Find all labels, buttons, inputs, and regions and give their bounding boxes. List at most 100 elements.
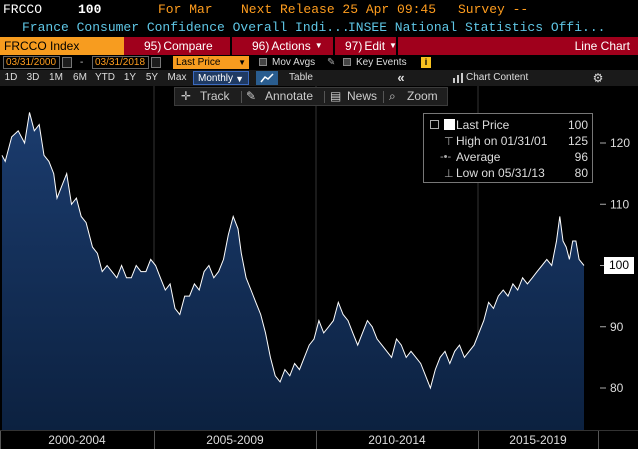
bar-chart-icon: [453, 73, 463, 83]
info-icon-text: i: [424, 57, 428, 67]
period-1d[interactable]: 1D: [4, 72, 18, 83]
chart-type-button[interactable]: Line Chart: [397, 37, 638, 55]
chevron-down-icon: ▼: [314, 41, 323, 50]
pencil-icon[interactable]: ✎: [246, 89, 257, 103]
period-5y[interactable]: 5Y: [145, 72, 159, 83]
info-icon[interactable]: i: [421, 57, 431, 68]
x-divider: [316, 431, 317, 449]
compare-label: Compare: [163, 39, 213, 53]
track-button[interactable]: Track: [200, 89, 230, 103]
price-line: [1, 112, 585, 390]
legend-high-label: High on 01/31/01: [456, 134, 548, 148]
table-button[interactable]: Table: [289, 72, 313, 83]
legend-last-price-value: 100: [567, 118, 588, 132]
chevron-down-icon: ▼: [389, 41, 397, 50]
range-bar: 03/31/2000 - 03/31/2018 Last Price ▼ Mov …: [0, 55, 638, 70]
end-date-input[interactable]: 03/31/2018: [92, 56, 149, 69]
annotate-button[interactable]: Annotate: [265, 89, 314, 103]
compare-button[interactable]: 95) Compare: [124, 37, 230, 55]
actions-button[interactable]: 96) Actions ▼: [231, 37, 333, 55]
legend-average-label: Average: [456, 150, 501, 164]
period-1y[interactable]: 1Y: [123, 72, 137, 83]
chart-view-icon[interactable]: [256, 71, 278, 85]
x-divider: [0, 431, 1, 449]
x-label-2000-2004: 2000-2004: [48, 433, 106, 447]
actions-label: Actions: [271, 39, 311, 53]
mov-avgs-label: Mov Avgs: [272, 57, 316, 68]
pencil-icon[interactable]: ✎: [327, 57, 336, 68]
x-divider: [598, 431, 599, 449]
for-period: For Mar: [158, 2, 213, 17]
magnifier-icon[interactable]: ⌕: [389, 89, 396, 103]
average-marker-icon: -•-: [440, 151, 452, 163]
period-ytd[interactable]: YTD: [95, 72, 115, 83]
x-divider: [154, 431, 155, 449]
y-axis-labels: 80 90 110 120: [600, 136, 630, 395]
field-select[interactable]: Last Price ▼: [173, 56, 249, 69]
divider: [383, 91, 384, 103]
period-6m[interactable]: 6M: [73, 72, 87, 83]
x-label-2015-2019: 2015-2019: [509, 433, 567, 447]
calendar-icon[interactable]: [62, 57, 72, 68]
next-release: Next Release 25 Apr 09:45: [241, 2, 437, 17]
date-dash: -: [80, 57, 84, 68]
crosshair-icon[interactable]: ✛: [181, 89, 192, 103]
legend-last-price-label: Last Price: [456, 118, 510, 132]
y-tick-label: 90: [610, 320, 624, 334]
calendar-icon[interactable]: [151, 57, 161, 68]
edit-num: 97): [345, 39, 363, 53]
key-events-label: Key Events: [356, 57, 407, 68]
period-1m[interactable]: 1M: [49, 72, 63, 83]
function-toolbar: FRCCO Index 95) Compare 96) Actions ▼ 97) Ed…: [0, 37, 638, 55]
chart-type-label: Line Chart: [574, 39, 630, 53]
security-description: France Consumer Confidence Overall Indi.…: [22, 20, 350, 35]
x-label-2010-2014: 2010-2014: [368, 433, 426, 447]
key-events-checkbox[interactable]: [343, 58, 351, 66]
chart-content-button[interactable]: Chart Content: [466, 72, 529, 83]
divider: [324, 91, 325, 103]
end-date-value: 03/31/2018: [95, 57, 146, 68]
ticker-header: FRCCO 100 For Mar Next Release 25 Apr 09…: [0, 0, 638, 20]
price-area: [2, 112, 584, 431]
low-marker-icon: ⊥: [444, 168, 454, 180]
chevron-down-icon: ▼: [238, 58, 246, 67]
mov-avgs-checkbox[interactable]: [259, 58, 267, 66]
divider: [241, 91, 242, 103]
ticker-symbol: FRCCO: [3, 2, 43, 17]
period-bar: 1D 3D 1M 6M YTD 1Y 5Y Max Monthly ▼ Table…: [0, 70, 638, 86]
news-button[interactable]: News: [347, 89, 378, 103]
legend-high-value: 125: [567, 134, 588, 148]
frequency-select[interactable]: Monthly ▼: [193, 71, 249, 85]
edit-button[interactable]: 97) Edit ▼: [334, 37, 397, 55]
chart-tools: ✛ Track ✎ Annotate ▤ News ⌕ Zoom: [174, 87, 448, 106]
y-tick-label: 110: [610, 197, 629, 211]
survey: Survey --: [458, 2, 529, 17]
index-button[interactable]: FRCCO Index: [0, 37, 124, 55]
legend-high: ⊤ High on 01/31/01 125: [424, 133, 592, 149]
legend-low: ⊥ Low on 05/31/13 80: [424, 165, 592, 181]
chevron-down-icon: ▼: [235, 74, 244, 84]
security-source: INSEE National Statistics Offi...: [348, 20, 606, 35]
zoom-button[interactable]: Zoom: [407, 89, 438, 103]
y-tick-label: 80: [610, 381, 624, 395]
gear-icon[interactable]: ⚙: [592, 71, 604, 85]
news-icon[interactable]: ▤: [330, 89, 342, 103]
legend-average-value: 96: [574, 150, 588, 164]
period-max[interactable]: Max: [167, 72, 187, 83]
description-row: France Consumer Confidence Overall Indi.…: [0, 18, 638, 37]
high-marker-icon: ⊤: [444, 136, 454, 148]
legend-low-label: Low on 05/31/13: [456, 166, 545, 180]
legend-average: -•- Average 96: [424, 149, 592, 165]
start-date-input[interactable]: 03/31/2000: [3, 56, 60, 69]
compare-num: 95): [144, 39, 162, 53]
index-label: FRCCO Index: [4, 39, 80, 53]
legend-last-price: Last Price 100: [424, 117, 592, 133]
x-label-2005-2009: 2005-2009: [206, 433, 264, 447]
ticker-value: 100: [78, 2, 102, 17]
frequency-value: Monthly: [198, 73, 234, 84]
chart-content-icon: [451, 71, 465, 85]
collapse-button[interactable]: «: [397, 70, 405, 85]
legend-box-icon: [430, 120, 439, 129]
line-chart-icon: [260, 73, 274, 83]
period-3d[interactable]: 3D: [26, 72, 40, 83]
